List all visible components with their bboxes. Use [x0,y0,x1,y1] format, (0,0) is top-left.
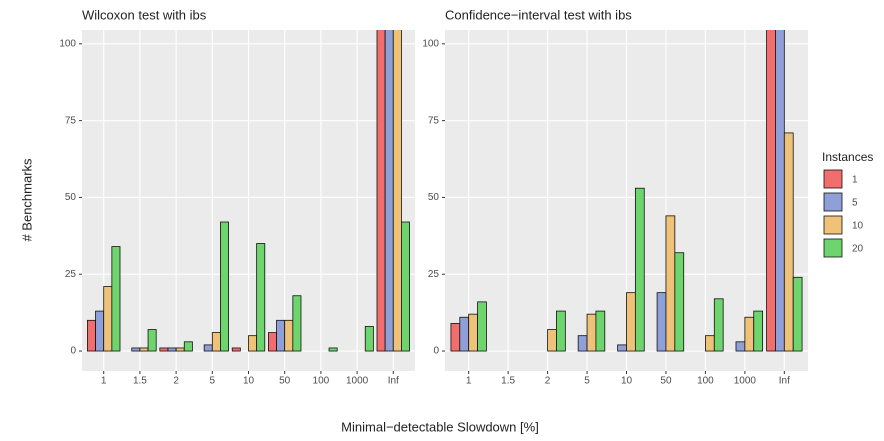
bar [256,243,266,352]
y-tick-label: 100 [59,38,76,49]
x-tick-label: 1 [101,376,107,387]
legend-label: 1 [852,175,858,186]
bar [626,292,636,352]
bar [139,347,149,352]
bar [665,215,676,352]
panel-title: Confidence−interval test with ibs [445,7,632,22]
y-tick-label: 0 [433,346,439,357]
bar [459,316,470,352]
bar [276,319,286,352]
bar [705,335,715,352]
bar [175,347,185,352]
bar [634,187,645,352]
bar [364,326,374,352]
bar [775,30,785,352]
x-tick-label: 1.5 [133,376,147,387]
bar [577,335,588,352]
x-tick-label: 2 [173,376,179,387]
bar [167,347,177,352]
bar [284,319,294,352]
bar [792,276,803,352]
bar [95,310,105,352]
x-tick-label: 1 [466,376,472,387]
bar [468,313,478,352]
y-tick-label: 100 [422,38,439,49]
bar [203,344,213,352]
bar [384,30,394,352]
y-tick-label: 25 [65,269,77,280]
panel-title: Wilcoxon test with ibs [82,7,207,22]
x-tick-label: 1000 [346,376,369,387]
x-tick-label: 5 [210,376,216,387]
bar [783,132,794,352]
bar [735,341,746,352]
bar [159,347,169,352]
bar [713,298,724,352]
x-tick-label: Inf [779,376,790,387]
bar [674,252,685,352]
bar [231,347,241,352]
bar [111,246,121,352]
legend-label: 5 [852,198,858,209]
bar [328,347,338,352]
bar [220,221,229,352]
bars [450,30,803,352]
bar [547,329,557,352]
y-tick-label: 75 [428,115,440,126]
y-tick-label: 50 [65,192,77,203]
x-tick-label: 50 [279,376,291,387]
y-axis-label: # Benchmarks [19,158,34,242]
x-tick-label: 2 [545,376,551,387]
bar [401,221,410,352]
bar [87,319,96,352]
y-tick-label: 0 [70,346,76,357]
x-axis-label: Minimal−detectable Slowdown [%] [341,419,539,434]
bar [586,313,597,352]
x-tick-label: Inf [388,376,399,387]
bar [268,332,277,352]
bar [392,30,402,352]
legend-swatch [823,215,843,235]
x-tick-label: 100 [313,376,330,387]
x-tick-label: 10 [621,376,633,387]
x-tick-label: 10 [243,376,255,387]
y-tick-label: 25 [428,269,440,280]
x-tick-label: 5 [584,376,590,387]
x-tick-label: 1000 [734,376,757,387]
y-tick-label: 75 [65,115,77,126]
bar [656,292,667,352]
bar [131,347,141,352]
x-tick-label: 100 [697,376,714,387]
bar [211,332,221,352]
legend-label: 20 [852,244,864,255]
bar [292,295,302,352]
bar [248,335,258,352]
legend-label: 10 [852,221,864,232]
x-tick-label: 1.5 [501,376,515,387]
x-tick-label: 50 [660,376,672,387]
legend-swatch [823,192,843,212]
bar [147,329,157,352]
bar [556,310,566,352]
bar [617,344,627,352]
bar [450,322,461,352]
bar [744,316,755,352]
bar [753,310,764,352]
bar [376,30,386,352]
bar [183,341,193,352]
y-tick-label: 50 [428,192,440,203]
bar [766,30,776,352]
bar [103,286,113,352]
legend-title: Instances [822,150,873,164]
bars [87,30,410,352]
legend-swatch [823,238,843,258]
bar [595,310,606,352]
bar [477,301,487,352]
legend-swatch [823,169,843,189]
